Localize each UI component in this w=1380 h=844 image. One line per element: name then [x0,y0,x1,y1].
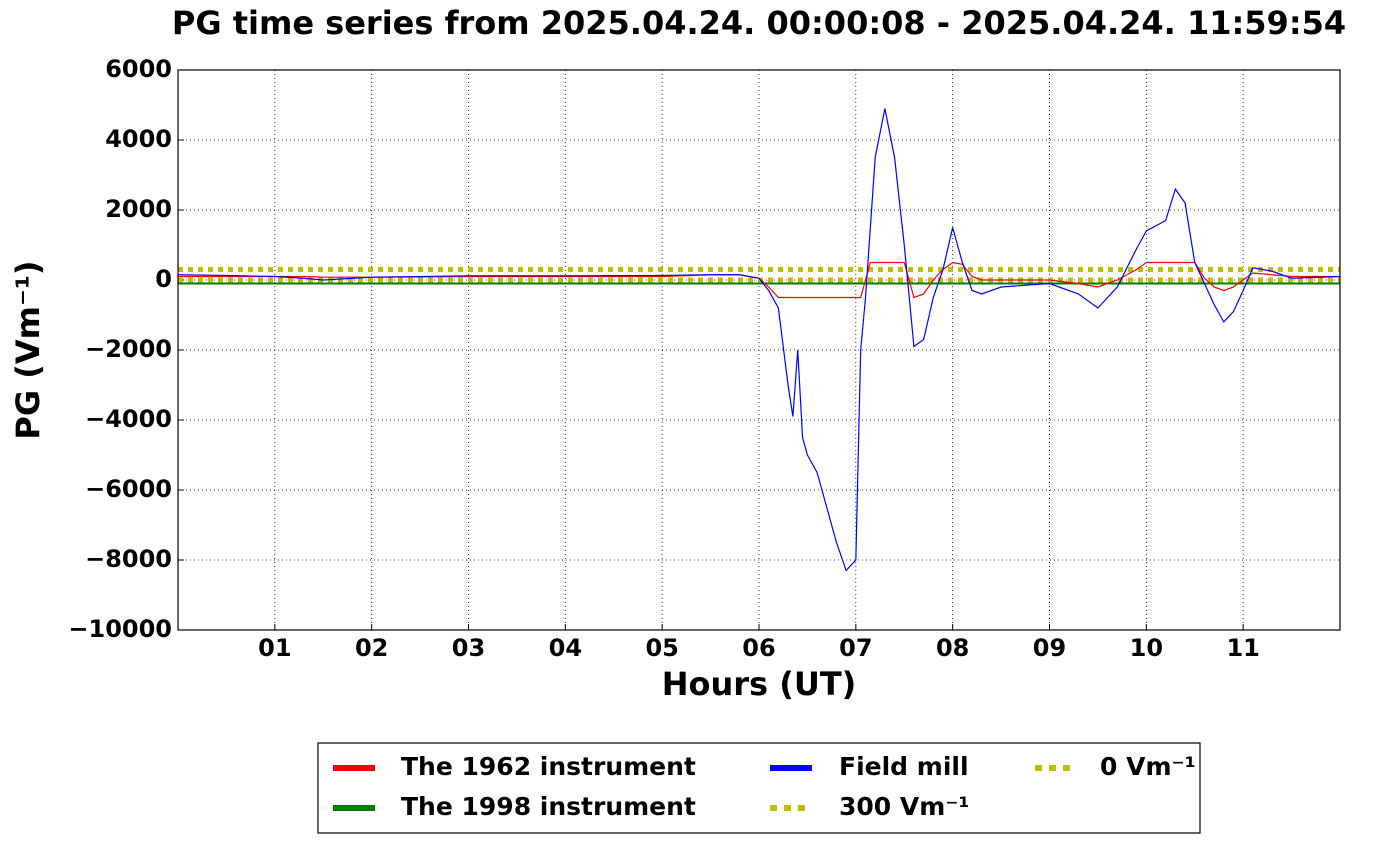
series-line [178,108,1340,572]
legend-label: The 1998 instrument [401,792,696,821]
x-tick-label: 11 [1226,634,1259,662]
x-tick-label: 02 [355,634,388,662]
legend-box [317,742,1201,834]
x-tick-label: 09 [1033,634,1066,662]
y-tick-label: 6000 [105,55,172,83]
legend-label: 0 Vm⁻¹ [1100,752,1196,781]
x-tick-label: 07 [839,634,872,662]
y-tick-label: −10000 [68,615,172,643]
x-tick-label: 04 [549,634,582,662]
y-tick-label: 4000 [105,125,172,153]
x-tick-label: 10 [1130,634,1163,662]
y-tick-label: −2000 [85,335,172,363]
x-tick-label: 08 [936,634,969,662]
x-tick-label: 06 [742,634,775,662]
x-tick-label: 03 [452,634,485,662]
y-tick-label: −4000 [85,405,172,433]
y-tick-label: 2000 [105,195,172,223]
chart-title: PG time series from 2025.04.24. 00:00:08… [172,4,1346,42]
x-tick-label: 01 [258,634,291,662]
x-axis-label: Hours (UT) [662,665,857,703]
y-tick-label: −6000 [85,475,172,503]
y-tick-label: 0 [155,265,172,293]
legend-label: Field mill [839,752,969,781]
y-tick-label: −8000 [85,545,172,573]
plot-frame [177,69,1341,631]
y-axis-label: PG (Vm⁻¹) [9,260,47,439]
legend-label: The 1962 instrument [401,752,696,781]
x-tick-label: 05 [645,634,678,662]
legend-label: 300 Vm⁻¹ [839,792,969,821]
